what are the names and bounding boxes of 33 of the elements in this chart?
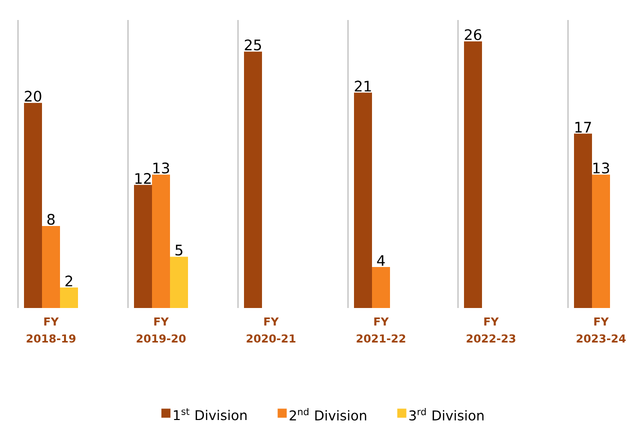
- data-label: 25: [244, 39, 261, 50]
- legend-label: 3$^{rd}$ Division: [409, 408, 484, 421]
- data-label: 12: [135, 172, 151, 184]
- data-label: 26: [464, 29, 482, 40]
- x-tick-label: FY 2023-24: [576, 318, 626, 343]
- bar: [464, 41, 482, 308]
- data-label: 21: [354, 80, 371, 92]
- bar: [152, 174, 170, 308]
- data-label: 5: [176, 244, 182, 256]
- legend-label: 2$^{nd}$ Division: [290, 408, 366, 421]
- x-tick-label: FY 2021-22: [356, 318, 406, 343]
- data-label: 4: [377, 255, 385, 266]
- x-tick-label: FY 2022-23: [466, 318, 516, 343]
- data-label: 2: [65, 276, 72, 286]
- data-label: 17: [575, 122, 591, 132]
- data-label: 20: [24, 90, 42, 102]
- x-tick-label: FY 2020-21: [246, 318, 296, 343]
- data-label: 13: [593, 162, 610, 174]
- data-label: 8: [47, 214, 55, 225]
- bar: [24, 102, 42, 308]
- data-label: 13: [153, 162, 170, 174]
- x-tick-label: FY 2018-19: [26, 318, 76, 343]
- bar: [354, 92, 372, 308]
- x-tick-label: FY 2019-20: [136, 318, 186, 343]
- bar: [60, 287, 78, 308]
- bar: [372, 266, 390, 308]
- legend-label: 1$^{st}$ Division: [174, 408, 247, 420]
- bar: [134, 184, 152, 308]
- bar: [170, 256, 188, 308]
- bar: [592, 174, 610, 308]
- bar: [244, 52, 262, 308]
- bar: [574, 134, 592, 308]
- bar: [42, 226, 60, 308]
